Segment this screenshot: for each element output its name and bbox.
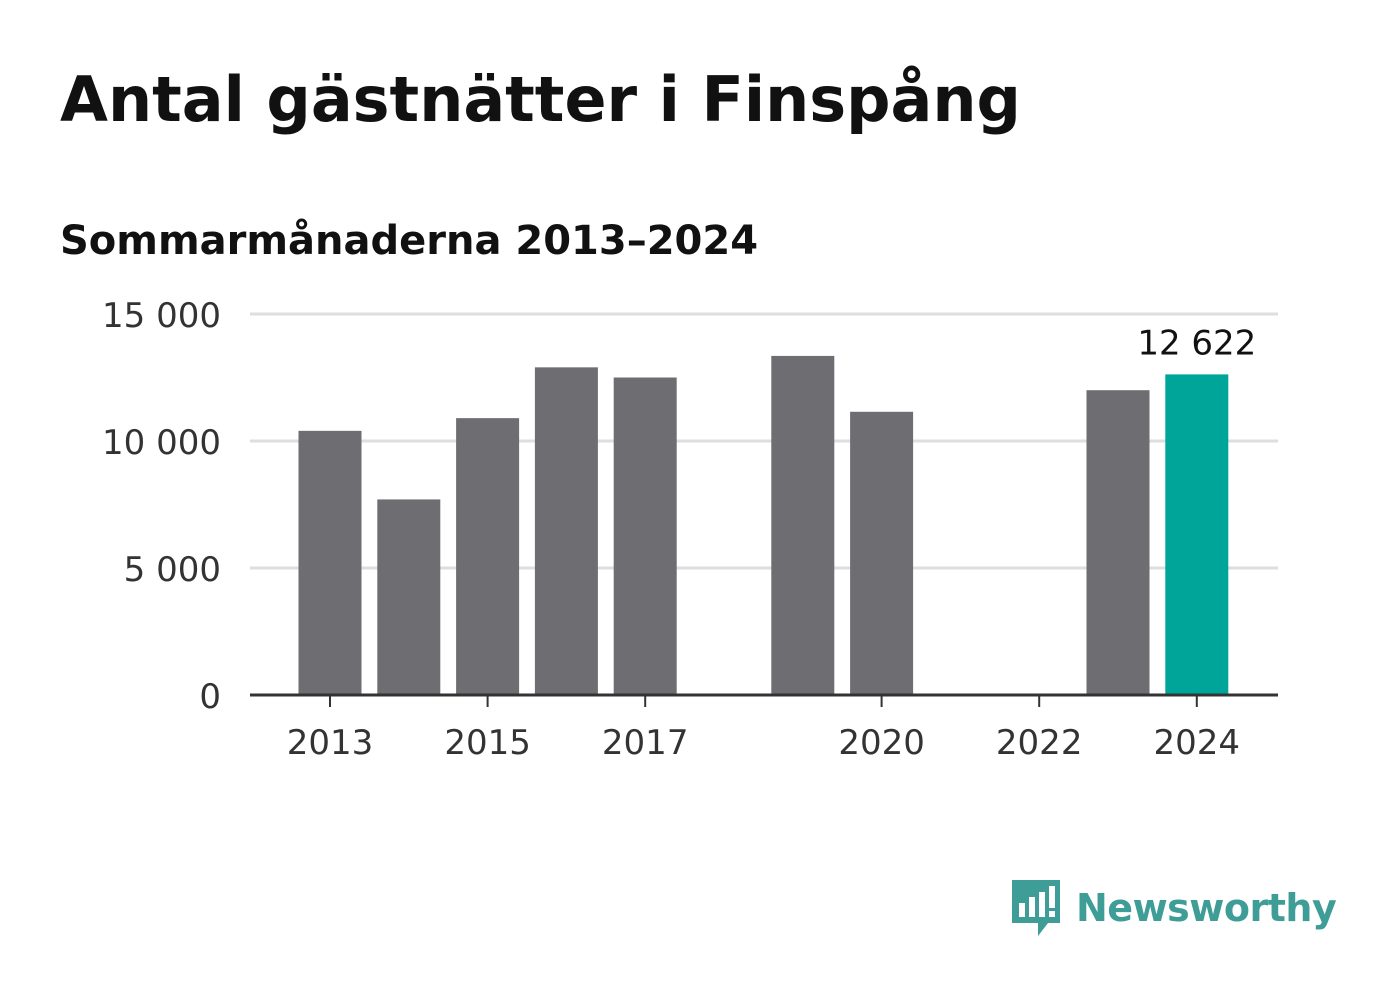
- data-label: 12 622: [1137, 323, 1256, 363]
- brand-name: Newsworthy: [1076, 886, 1337, 930]
- brand-logo: Newsworthy: [1010, 876, 1337, 940]
- bar-2015: [456, 418, 520, 695]
- x-tick-label: 2020: [838, 723, 925, 763]
- x-tick-label: 2015: [444, 723, 531, 763]
- y-tick-label: 0: [199, 677, 221, 717]
- bar-2017: [613, 377, 677, 695]
- bar-2020: [850, 411, 914, 695]
- x-tick-label: 2022: [996, 723, 1083, 763]
- bar-2024: [1165, 374, 1229, 695]
- x-tick-label: 2017: [602, 723, 689, 763]
- bar-2023: [1086, 390, 1150, 695]
- x-tick-label: 2024: [1154, 723, 1241, 763]
- bars: [298, 355, 1229, 695]
- y-tick-label: 15 000: [102, 296, 221, 336]
- axes: [250, 693, 1278, 707]
- labels: 0 5 000 10 000 15 000 12 622 2013 2015 2017 2020…: [102, 296, 1256, 763]
- newsworthy-logo-icon: [1012, 880, 1060, 936]
- chart-title: Antal gästnätter i Finspång: [60, 63, 1021, 136]
- bar-2013: [298, 430, 362, 695]
- y-tick-label: 10 000: [102, 423, 221, 463]
- chart-subtitle: Sommarmånaderna 2013–2024: [60, 218, 759, 264]
- y-tick-label: 5 000: [124, 550, 221, 590]
- bar-2016: [534, 367, 598, 695]
- x-tick-label: 2013: [287, 723, 374, 763]
- bar-2014: [377, 499, 441, 695]
- bar-2019: [771, 355, 835, 695]
